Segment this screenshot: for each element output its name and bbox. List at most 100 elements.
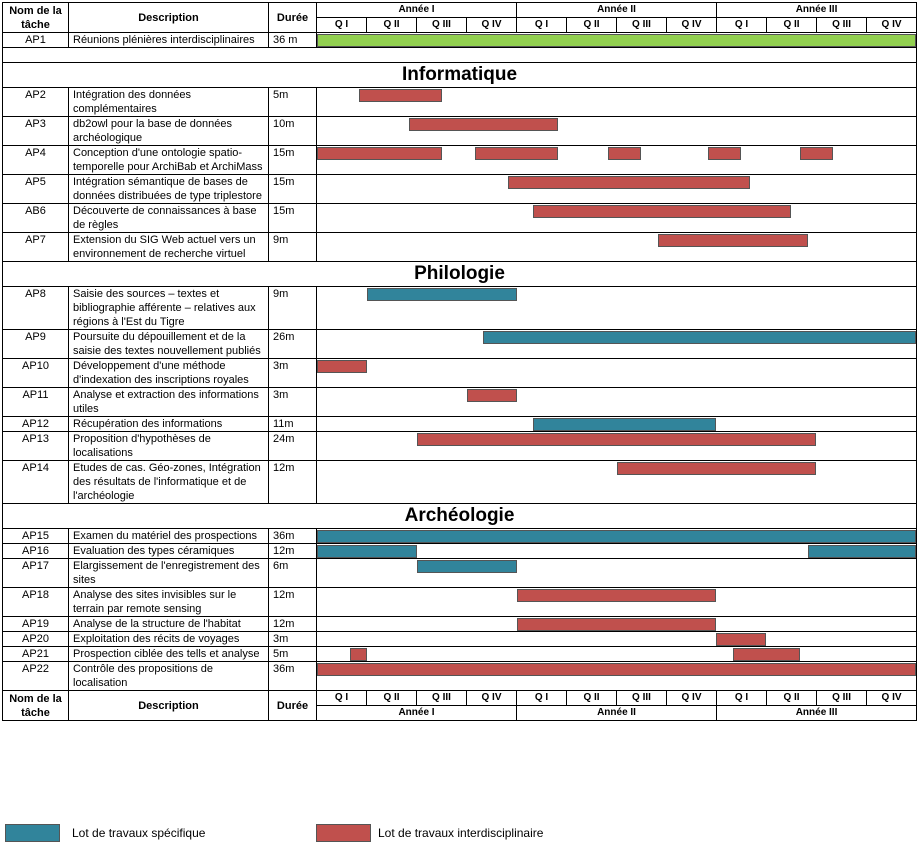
gantt-bar (350, 648, 367, 661)
gantt-bar (317, 545, 417, 558)
task-duration: 36m (268, 528, 317, 544)
row: AP22 Contrôle des propositions de localis… (2, 661, 918, 691)
row: Philologie (1, 261, 918, 287)
row: AP14 Etudes de cas. Géo-zones, Intégratio… (2, 460, 918, 504)
task-timeline (315, 358, 918, 388)
task-duration: 11m (268, 416, 317, 432)
row: AP9 Poursuite du dépouillement et de la s… (2, 329, 918, 359)
task-id: AP19 (2, 616, 69, 632)
task-duration: 15m (268, 174, 317, 204)
task-description: Prospection ciblée des tells et analyse (68, 646, 269, 662)
quarter-label: Q IV (665, 690, 718, 706)
column-header: Nom de la tâche (2, 690, 69, 721)
task-id: AP22 (2, 661, 69, 691)
gantt-bar (807, 545, 917, 558)
column-header: Description (68, 2, 269, 33)
gantt-bar (317, 147, 442, 160)
year-label: Année III (716, 705, 918, 721)
legend-swatch (316, 824, 371, 842)
quarter-label: Q III (616, 17, 667, 33)
task-duration: 15m (268, 203, 317, 233)
task-timeline (315, 543, 918, 559)
gantt-bar (366, 288, 517, 301)
gantt-bar (416, 560, 517, 573)
gantt-bar (616, 462, 817, 475)
task-duration: 12m (268, 543, 317, 559)
task-id: AP7 (2, 232, 69, 262)
task-duration: 9m (268, 232, 317, 262)
quarter-label: Q IV (866, 690, 918, 706)
task-id: AP17 (2, 558, 69, 588)
task-timeline (315, 387, 918, 417)
task-duration: 12m (268, 460, 317, 504)
task-duration: 3m (268, 631, 317, 647)
column-header: Description (68, 690, 269, 721)
task-description: Développement d'une méthode d'indexation… (68, 358, 269, 388)
task-timeline (315, 646, 918, 662)
quarter-label: Q I (716, 690, 768, 706)
task-timeline (315, 661, 918, 691)
row: AP21 Prospection ciblée des tells et anal… (2, 646, 918, 662)
column-header: Durée (268, 690, 317, 721)
task-duration: 24m (268, 431, 317, 461)
task-description: Analyse et extraction des informations u… (68, 387, 269, 417)
task-timeline (315, 558, 918, 588)
task-id: AP8 (2, 286, 69, 330)
row: Nom de la tâche Description Durée Année I An… (2, 2, 918, 33)
task-duration: 12m (268, 616, 317, 632)
legend-label: Lot de travaux interdisciplinaire (378, 826, 544, 840)
row: AP16 Evaluation des types céramiques 12m (2, 543, 918, 559)
task-duration: 15m (268, 145, 317, 175)
gantt-bar (416, 433, 817, 446)
task-timeline (315, 286, 918, 330)
task-id: AP14 (2, 460, 69, 504)
task-description: Réunions plénières interdisciplinaires (68, 32, 269, 48)
quarter-label: Q I (316, 690, 367, 706)
year-label: Année I (316, 2, 517, 18)
gantt-bar (708, 147, 742, 160)
gantt-bar (533, 418, 717, 431)
row (1, 47, 918, 63)
task-description: Découverte de connaissances à base de rè… (68, 203, 269, 233)
task-timeline (315, 460, 918, 504)
quarter-label: Q III (816, 17, 868, 33)
row: AP12 Récupération des informations 11m (2, 416, 918, 432)
task-id: AP13 (2, 431, 69, 461)
gantt-bar (317, 663, 917, 676)
task-timeline (315, 587, 918, 617)
legend-swatch (5, 824, 60, 842)
task-id: AP4 (2, 145, 69, 175)
section-title: Archéologie (1, 503, 918, 529)
task-description: Elargissement de l'enregistrement des si… (68, 558, 269, 588)
quarter-label: Q III (416, 17, 467, 33)
task-duration: 10m (268, 116, 317, 146)
column-header: Nom de la tâche (2, 2, 69, 33)
quarter-label: Q II (566, 17, 617, 33)
legend-label: Lot de travaux spécifique (72, 826, 206, 840)
task-id: AP18 (2, 587, 69, 617)
gantt-bar (608, 147, 642, 160)
task-description: Examen du matériel des prospections (68, 528, 269, 544)
row: Archéologie (1, 503, 918, 529)
task-description: db2owl pour la base de données archéolog… (68, 116, 269, 146)
task-timeline (315, 329, 918, 359)
gantt-bar (516, 618, 717, 631)
quarter-label: Q I (516, 690, 567, 706)
task-duration: 36 m (268, 32, 317, 48)
gantt-bar (516, 589, 717, 602)
quarter-label: Q III (816, 690, 868, 706)
task-description: Extension du SIG Web actuel vers un envi… (68, 232, 269, 262)
row: AP5 Intégration sémantique de bases de do… (2, 174, 918, 204)
task-timeline (315, 145, 918, 175)
gantt-table: Nom de la tâche Description Durée Année I An… (1, 2, 918, 721)
quarter-label: Q III (416, 690, 467, 706)
quarter-label: Q II (566, 690, 617, 706)
task-id: AP1 (2, 32, 69, 48)
task-description: Proposition d'hypothèses de localisation… (68, 431, 269, 461)
row: Année I Année II Année III (3, 705, 918, 721)
task-id: AP3 (2, 116, 69, 146)
task-timeline (315, 631, 918, 647)
task-timeline (315, 431, 918, 461)
